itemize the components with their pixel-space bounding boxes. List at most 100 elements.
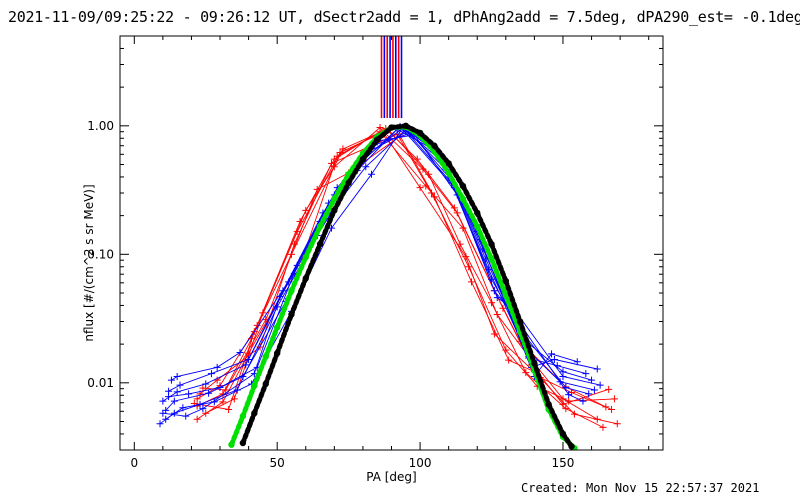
data-point-marker (176, 381, 184, 389)
data-point-marker (276, 292, 284, 300)
data-point-marker (590, 386, 598, 394)
data-point-marker (165, 393, 173, 401)
data-point-marker (245, 355, 253, 363)
data-point-marker (413, 155, 421, 163)
fit-curve-black (239, 122, 575, 450)
data-point-marker (193, 395, 201, 403)
fit-segment (263, 324, 280, 360)
data-point-marker (450, 204, 458, 212)
data-point-marker (570, 410, 578, 418)
data-point-marker (302, 206, 310, 214)
data-point-marker (216, 383, 224, 391)
data-point-marker (548, 350, 556, 358)
data-point-marker (327, 159, 335, 167)
fit-segment (503, 292, 523, 335)
data-point-marker (205, 389, 213, 397)
data-point-marker (613, 420, 621, 428)
fit-curve-green (228, 123, 578, 450)
data-point-marker (585, 390, 593, 398)
fit-segment (346, 156, 366, 186)
data-point-marker (605, 385, 613, 393)
fit-segment (531, 360, 552, 407)
data-point-marker (273, 303, 281, 311)
fit-segment (431, 143, 452, 166)
data-point-marker (182, 412, 190, 420)
x-tick-label: 0 (130, 456, 138, 470)
data-point-marker (213, 363, 221, 371)
fit-segment (474, 210, 495, 247)
data-point-marker (242, 361, 250, 369)
chart-title: 2021-11-09/09:25:22 - 09:26:12 UT, dSect… (8, 8, 800, 26)
series-red (202, 124, 616, 417)
fit-segment (317, 196, 337, 229)
fit-segment (460, 196, 480, 229)
fit-segment (374, 125, 394, 143)
fit-segment (240, 410, 257, 446)
fit-segment (446, 170, 466, 202)
series-blue (167, 129, 601, 384)
data-point-marker (225, 405, 233, 413)
series-blue (156, 125, 581, 428)
data-point-marker (579, 397, 587, 405)
x-tick-label: 150 (552, 456, 575, 470)
data-point-marker (159, 409, 167, 417)
fit-segment (331, 180, 352, 213)
fit-segment (251, 354, 269, 389)
data-point-marker (170, 409, 178, 417)
series-line (205, 126, 612, 414)
data-point-marker (565, 391, 573, 399)
fit-segment (489, 256, 509, 298)
data-point-marker (416, 184, 424, 192)
fit-segment (517, 319, 537, 366)
data-point-marker (193, 415, 201, 423)
fit-segment (503, 278, 523, 325)
data-point-marker (159, 397, 167, 405)
created-timestamp: Created: Mon Nov 15 22:57:37 2021 (521, 481, 760, 495)
fit-segment (274, 312, 294, 356)
data-point-marker (313, 185, 321, 193)
fit-segment (303, 241, 323, 281)
data-point-marker (202, 380, 210, 388)
data-point-marker (376, 124, 384, 132)
fit-segment (263, 350, 280, 387)
series-red (196, 130, 618, 405)
data-point-marker (562, 405, 570, 413)
x-tick-label: 100 (409, 456, 432, 470)
data-point-marker (333, 152, 341, 160)
series-blue (162, 124, 593, 423)
fit-segment (251, 381, 269, 416)
y-tick-label: 0.01 (87, 376, 114, 390)
data-point-marker (488, 275, 496, 283)
data-point-marker (565, 397, 573, 405)
fit-segment (303, 223, 323, 260)
series-line (165, 126, 589, 420)
y-axis-label: nflux [#/(cm^2 s sr MeV)] (82, 184, 96, 341)
fit-segment (560, 431, 575, 449)
data-point-marker (493, 294, 501, 302)
fit-segment (360, 137, 380, 162)
data-point-marker (339, 145, 347, 153)
fit-segment (460, 183, 480, 216)
data-point-marker (207, 370, 215, 378)
data-point-marker (362, 163, 370, 171)
data-point-marker (293, 261, 301, 269)
fit-segment (228, 413, 246, 448)
data-point-marker (156, 420, 164, 428)
fit-segment (331, 171, 352, 202)
data-point-marker (199, 405, 207, 413)
series-line (162, 125, 584, 417)
data-point-marker (428, 189, 436, 197)
y-tick-label: 1.00 (87, 119, 114, 133)
fit-segment (288, 275, 309, 318)
data-point-marker (236, 349, 244, 357)
fit-segment (489, 241, 509, 284)
x-axis-label: PA [deg] (366, 470, 416, 484)
data-point-marker (173, 372, 181, 380)
series-line (162, 127, 592, 402)
data-point-marker (550, 355, 558, 363)
data-point-marker (465, 263, 473, 271)
x-tick-label: 50 (270, 456, 285, 470)
series-line (168, 130, 586, 392)
data-point-marker (488, 299, 496, 307)
